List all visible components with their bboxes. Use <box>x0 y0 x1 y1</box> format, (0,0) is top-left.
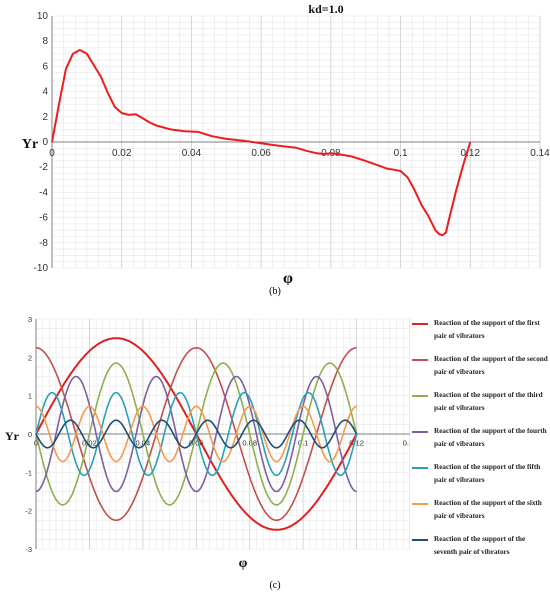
caption-b: (b) <box>269 286 281 297</box>
x-tick-label: 0.12 <box>461 148 481 159</box>
x-tick-label: 0.06 <box>189 439 204 448</box>
y-tick-label: -6 <box>39 213 48 224</box>
y-tick-label: 2 <box>28 353 32 362</box>
y-tick-label: 1 <box>28 392 32 401</box>
y-tick-label: -2 <box>39 162 48 173</box>
x-tick-label: 0.1 <box>394 148 408 159</box>
y-tick-label: 10 <box>37 11 49 22</box>
series-line-6 <box>35 405 357 463</box>
legend-label: Reaction of the support of the seventh p… <box>434 535 526 556</box>
chart-title: kd=1.0 <box>308 2 343 16</box>
x-tick-label: 0 <box>49 148 55 159</box>
series-line-7 <box>35 419 358 449</box>
x-tick-label: 0.14 <box>403 439 410 448</box>
y-tick-label: -10 <box>34 263 49 274</box>
y-tick-label: 6 <box>42 61 48 72</box>
legend-swatch <box>412 323 428 325</box>
y-tick-label: -4 <box>39 187 48 198</box>
y-axis-title: Yr <box>22 137 38 152</box>
legend-label: Reaction of the support of the fifth pai… <box>434 463 541 484</box>
legend-label: Reaction of the support of the second pa… <box>434 355 548 376</box>
legend-label: Reaction of the support of the third pai… <box>434 391 543 412</box>
x-axis-title: φ <box>239 556 248 571</box>
y-tick-label: -1 <box>25 468 32 477</box>
y-tick-label: -2 <box>25 507 32 516</box>
legend-swatch <box>412 431 428 433</box>
x-tick-label: 0.08 <box>242 439 257 448</box>
legend-label: Reaction of the support of the sixth pai… <box>434 499 542 520</box>
legend-swatch <box>412 359 428 361</box>
legend-label: Reaction of the support of the first pai… <box>434 319 540 340</box>
y-tick-label: -8 <box>39 238 48 249</box>
chart-c: 3 2 1 0 -1 -2 -3 0 0.02 0.04 0.06 0.08 0.1 0.12 0.14 Yr… <box>5 315 410 571</box>
x-tick-label: 0 <box>34 439 38 448</box>
x-tick-label: 0.12 <box>349 439 364 448</box>
legend-label: Reaction of the support of the fourth pa… <box>434 427 547 448</box>
legend-swatch <box>412 503 428 505</box>
x-tick-label: 0.04 <box>182 148 202 159</box>
y-tick-label: 8 <box>42 36 48 47</box>
legend-swatch <box>412 395 428 397</box>
series-line-1 <box>51 49 472 237</box>
x-tick-label: 0.02 <box>82 439 97 448</box>
legend-swatch <box>412 467 428 469</box>
x-tick-label: 0.04 <box>136 439 151 448</box>
y-tick-label: 0 <box>28 430 32 439</box>
series-line-4 <box>35 375 357 493</box>
y-tick-label: 3 <box>28 315 32 324</box>
x-tick-label: 0.1 <box>298 439 308 448</box>
series-line-2 <box>35 346 357 522</box>
x-tick-label: 0.06 <box>251 148 271 159</box>
y-tick-label: 0 <box>42 137 48 148</box>
y-tick-label: -3 <box>25 545 32 554</box>
x-tick-label: 0.02 <box>112 148 132 159</box>
y-axis-title: Yr <box>5 429 20 443</box>
y-tick-label: 2 <box>42 112 48 123</box>
caption-c: (c) <box>269 580 281 591</box>
x-axis-title: φ <box>283 270 293 285</box>
y-tick-label: 4 <box>42 87 48 98</box>
x-tick-label: 0.14 <box>530 148 550 159</box>
legend-swatch <box>412 539 428 541</box>
